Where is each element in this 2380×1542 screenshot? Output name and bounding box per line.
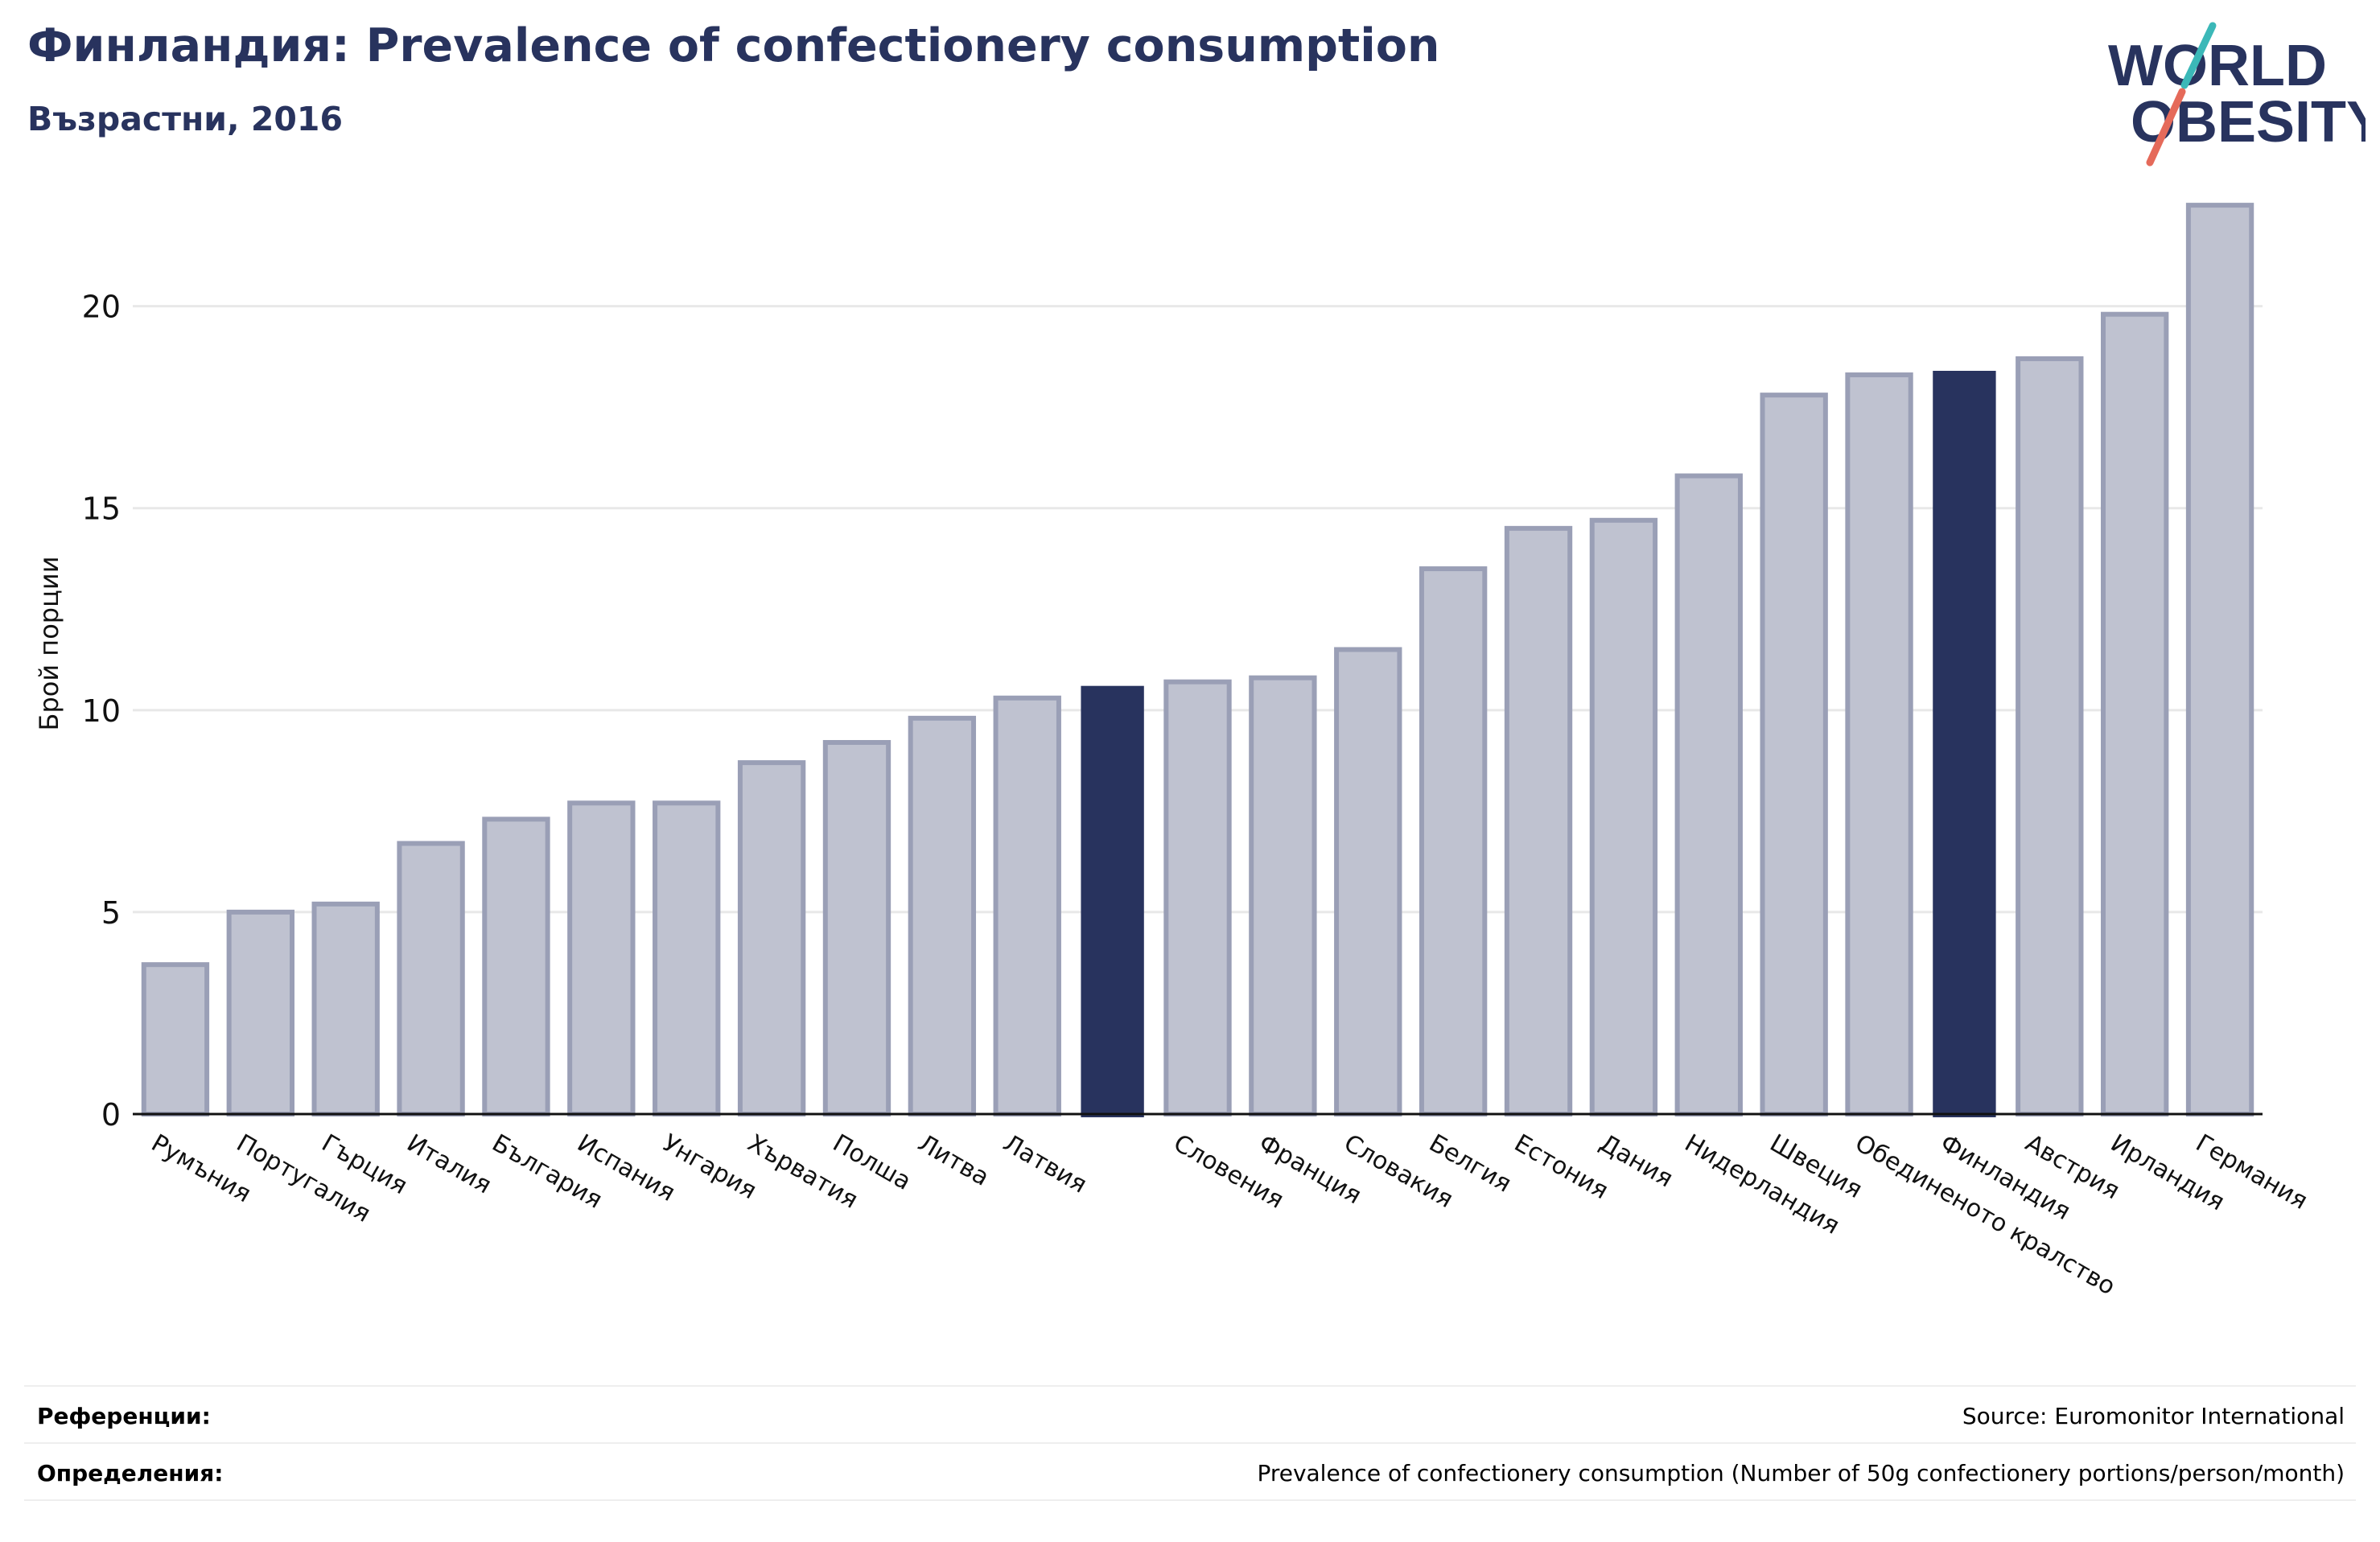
bar	[397, 841, 465, 1116]
y-tick-label: 10	[82, 693, 121, 729]
page-subtitle: Възрастни, 2016	[27, 100, 343, 138]
x-tick-labels: РумънияПортугалияГърцияИталияБългарияИсп…	[146, 1129, 2312, 1301]
bar	[1163, 679, 1232, 1116]
bar	[1760, 393, 1828, 1116]
footer-divider-middle	[24, 1442, 2356, 1444]
bar-highlighted	[1933, 371, 1996, 1117]
y-tick-label: 0	[101, 1097, 121, 1133]
definitions-label: Определения:	[37, 1460, 224, 1486]
bar	[1674, 473, 1743, 1116]
bar	[822, 740, 891, 1116]
bar	[737, 760, 806, 1116]
logo-slash-teal	[2180, 22, 2217, 89]
bar	[226, 909, 294, 1117]
bar	[567, 800, 636, 1117]
world-obesity-logo: WORLD OBESITY	[2108, 22, 2366, 167]
logo-slash-coral	[2146, 88, 2186, 167]
bar	[653, 800, 721, 1117]
bar-highlighted	[1081, 685, 1144, 1117]
bar	[1334, 647, 1402, 1116]
bar	[311, 901, 380, 1116]
bar-layer	[141, 203, 2254, 1117]
definitions-value: Prevalence of confectionery consumption …	[1257, 1460, 2345, 1486]
bar	[1845, 372, 1913, 1116]
x-tick-label: Естония	[1509, 1129, 1613, 1206]
bar	[141, 962, 210, 1117]
references-value: Source: Euromonitor International	[1962, 1403, 2345, 1429]
x-tick-label: Латвия	[999, 1129, 1092, 1199]
y-axis-label: Брой порции	[34, 557, 64, 731]
bar	[482, 816, 550, 1116]
y-tick-label: 5	[101, 895, 121, 931]
y-tick-label: 20	[82, 290, 121, 325]
references-label: Референции:	[37, 1403, 211, 1429]
bar	[1504, 525, 1573, 1116]
page-title: Финландия: Prevalence of confectionery c…	[27, 19, 1440, 72]
bar	[993, 695, 1061, 1116]
logo-line-1: WORLD	[2108, 34, 2327, 98]
bar	[2101, 311, 2169, 1116]
bar	[908, 715, 977, 1116]
footer-divider-bottom	[24, 1499, 2356, 1501]
footer-divider-top	[24, 1385, 2356, 1387]
bar	[1419, 566, 1488, 1116]
bar-chart: 0 5 10 15 20 РумънияПортугалияГърцияИталияБъ…	[34, 203, 2312, 1301]
x-tick-label: Литва	[913, 1129, 994, 1192]
bar	[2185, 203, 2254, 1117]
y-tick-label: 15	[82, 491, 121, 527]
bar	[1249, 675, 1317, 1116]
y-tick-labels: 0 5 10 15 20	[82, 290, 121, 1133]
bar	[2016, 356, 2084, 1117]
x-tick-label: Италия	[402, 1129, 496, 1200]
bar	[1589, 517, 1658, 1116]
